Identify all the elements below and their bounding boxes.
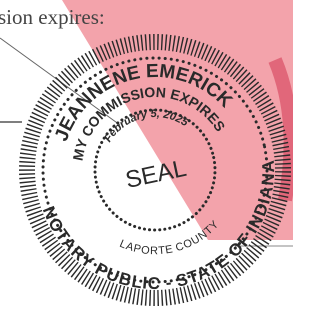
seal-county: LAPORTE COUNTY xyxy=(116,217,226,266)
document-scan: sion expires: JEANNENE EMERICK MY COMMIS… xyxy=(0,0,293,326)
page: {"partial_text": "sion expires:", "seal"… xyxy=(0,0,293,326)
seal-county-path: LAPORTE COUNTY xyxy=(116,217,226,266)
partial-text: sion expires: xyxy=(0,5,105,29)
